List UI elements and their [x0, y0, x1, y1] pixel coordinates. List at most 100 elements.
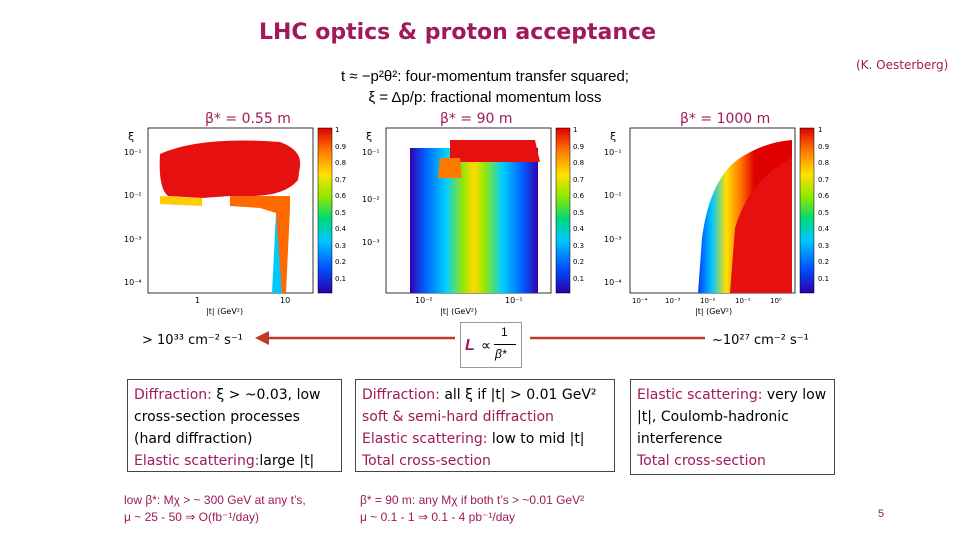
colorbar: [799, 127, 815, 294]
y-tick-label: 10⁻²: [604, 191, 622, 200]
colorbar-tick: 0.9: [818, 143, 829, 151]
colorbar-ticks: 1 0.9 0.8 0.7 0.6 0.5 0.4 0.3 0.2 0.1: [818, 126, 830, 283]
definition-xi: ξ = Δp/p: fractional momentum loss: [368, 89, 602, 106]
y-tick-label: 10⁻⁴: [124, 278, 142, 287]
y-tick-label: 10⁻¹: [124, 148, 142, 157]
formula-l: L: [465, 337, 475, 354]
x-axis-label: |t| (GeV²): [206, 307, 243, 316]
colorbar-tick: 0.1: [573, 275, 584, 283]
panel-mid-beta: Diffraction: all ξ if |t| > 0.01 GeV² so…: [355, 379, 615, 472]
acceptance-region: [730, 158, 792, 293]
formula-proportional: ∝: [481, 337, 492, 353]
colorbar-tick: 1: [573, 126, 577, 134]
x-tick-label: 10⁻³: [665, 297, 681, 305]
colorbar-tick: 0.3: [335, 242, 346, 250]
y-tick-label: 10⁻²: [124, 191, 142, 200]
colorbar-tick: 0.6: [818, 192, 830, 200]
panel-text: low to mid |t|: [487, 431, 585, 447]
colorbar-tick: 1: [335, 126, 339, 134]
panel-line: Elastic scattering:large |t|: [134, 450, 335, 472]
x-tick-label: 10⁻⁴: [632, 297, 648, 305]
footnote-low-beta: low β*: Mχ > ~ 300 GeV at any t’s, μ ~ 2…: [124, 492, 306, 526]
footnote-line: β* = 90 m: any Mχ if both t’s > ~0.01 Ge…: [360, 493, 585, 507]
colorbar-tick: 0.3: [818, 242, 829, 250]
luminosity-formula: L ∝ 1 β*: [460, 322, 522, 368]
panel-line: Elastic scattering: very low: [637, 384, 828, 406]
beta-label-low: β* = 0.55 m: [205, 111, 291, 127]
definitions: t ≈ −p²θ²: four-momentum transfer square…: [300, 66, 670, 108]
definition-t: t ≈ −p²θ²: four-momentum transfer square…: [341, 68, 629, 85]
colorbar-tick: 0.3: [573, 242, 584, 250]
colorbar-tick: 0.7: [573, 176, 584, 184]
panel-highlight: Diffraction:: [134, 387, 212, 403]
colorbar-tick: 0.7: [335, 176, 346, 184]
panel-line: interference: [637, 428, 828, 450]
footnote-line: μ ~ 0.1 - 1 ⇒ 0.1 - 4 pb⁻¹/day: [360, 510, 516, 524]
acceptance-region: [410, 148, 538, 293]
colorbar-tick: 0.1: [335, 275, 346, 283]
luminosity-arrow: [255, 331, 705, 345]
colorbar-tick: 0.5: [335, 209, 346, 217]
colorbar-tick: 0.4: [818, 225, 830, 233]
acceptance-region: [450, 140, 540, 162]
plot-high-beta: ξ 10⁻¹ 10⁻² 10⁻³ 10⁻⁴ 10⁻⁴ 10⁻³ 10⁻² 10⁻…: [604, 126, 830, 316]
x-tick-label: 10⁻¹: [735, 297, 751, 305]
panel-high-beta: Elastic scattering: very low |t|, Coulom…: [630, 379, 835, 475]
y-tick-label: 10⁻¹: [362, 148, 380, 157]
panel-highlight: Diffraction:: [362, 387, 440, 403]
panel-line: Total cross-section: [362, 450, 608, 472]
panel-highlight: Total cross-section: [637, 453, 766, 469]
colorbar-tick: 0.5: [818, 209, 829, 217]
colorbar-ticks: 1 0.9 0.8 0.7 0.6 0.5 0.4 0.3 0.2 0.1: [335, 126, 347, 283]
formula-numerator: 1: [501, 325, 508, 339]
acceptance-plots: ξ 10⁻¹ 10⁻² 10⁻³ 10⁻⁴ 1 10 |t| (GeV²) 1 …: [124, 126, 830, 316]
panel-text: large |t|: [259, 453, 315, 469]
footnote-line: low β*: Mχ > ~ 300 GeV at any t’s,: [124, 493, 306, 507]
colorbar-tick: 0.2: [335, 258, 346, 266]
colorbar-ticks: 1 0.9 0.8 0.7 0.6 0.5 0.4 0.3 0.2 0.1: [573, 126, 585, 283]
colorbar-tick: 0.8: [573, 159, 584, 167]
panel-highlight: soft & semi-hard diffraction: [362, 409, 554, 425]
x-tick-label: 10⁰: [770, 297, 782, 305]
x-tick-label: 10: [280, 296, 290, 305]
panel-line: Diffraction: all ξ if |t| > 0.01 GeV²: [362, 384, 608, 406]
colorbar: [317, 127, 333, 294]
panel-low-beta: Diffraction: ξ > ~0.03, low cross-sectio…: [127, 379, 342, 472]
x-tick-label: 10⁻²: [700, 297, 716, 305]
colorbar-tick: 0.6: [573, 192, 585, 200]
footnote-line: μ ~ 25 - 50 ⇒ O(fb⁻¹/day): [124, 510, 260, 524]
y-axis-label: ξ: [610, 130, 616, 143]
y-tick-label: 10⁻¹: [604, 148, 622, 157]
panel-text: cross-section processes: [134, 409, 300, 425]
colorbar-tick: 0.1: [818, 275, 829, 283]
y-tick-label: 10⁻³: [124, 235, 142, 244]
panel-text: interference: [637, 431, 723, 447]
panel-line: |t|, Coulomb-hadronic: [637, 406, 828, 428]
colorbar: [555, 127, 571, 294]
acceptance-region: [159, 140, 301, 198]
panel-text: all ξ if |t| > 0.01 GeV²: [439, 387, 597, 403]
y-axis-label: ξ: [366, 130, 372, 143]
y-tick-label: 10⁻²: [362, 195, 380, 204]
acceptance-region: [160, 196, 202, 206]
colorbar-tick: 0.5: [573, 209, 584, 217]
colorbar-tick: 0.7: [818, 176, 829, 184]
acceptance-region: [438, 158, 462, 178]
colorbar-tick: 1: [818, 126, 822, 134]
x-tick-label: 10⁻²: [415, 296, 433, 305]
panel-highlight: Elastic scattering:: [134, 453, 260, 469]
panel-text: ξ > ~0.03, low: [211, 387, 321, 403]
colorbar-tick: 0.4: [335, 225, 347, 233]
page-number: 5: [878, 508, 885, 520]
panel-highlight: Total cross-section: [362, 453, 491, 469]
x-tick-label: 1: [195, 296, 200, 305]
footnote-mid-beta: β* = 90 m: any Mχ if both t’s > ~0.01 Ge…: [360, 492, 584, 526]
y-axis-label: ξ: [128, 130, 134, 143]
colorbar-tick: 0.8: [818, 159, 829, 167]
y-tick-label: 10⁻⁴: [604, 278, 622, 287]
colorbar-tick: 0.9: [335, 143, 346, 151]
beta-label-high: β* = 1000 m: [680, 111, 771, 127]
luminosity-low: ~10²⁷ cm⁻² s⁻¹: [712, 333, 809, 348]
x-tick-label: 10⁻¹: [505, 296, 523, 305]
plot-mid-beta: ξ 10⁻¹ 10⁻² 10⁻³ 10⁻² 10⁻¹ |t| (GeV²) 1 …: [362, 126, 585, 316]
